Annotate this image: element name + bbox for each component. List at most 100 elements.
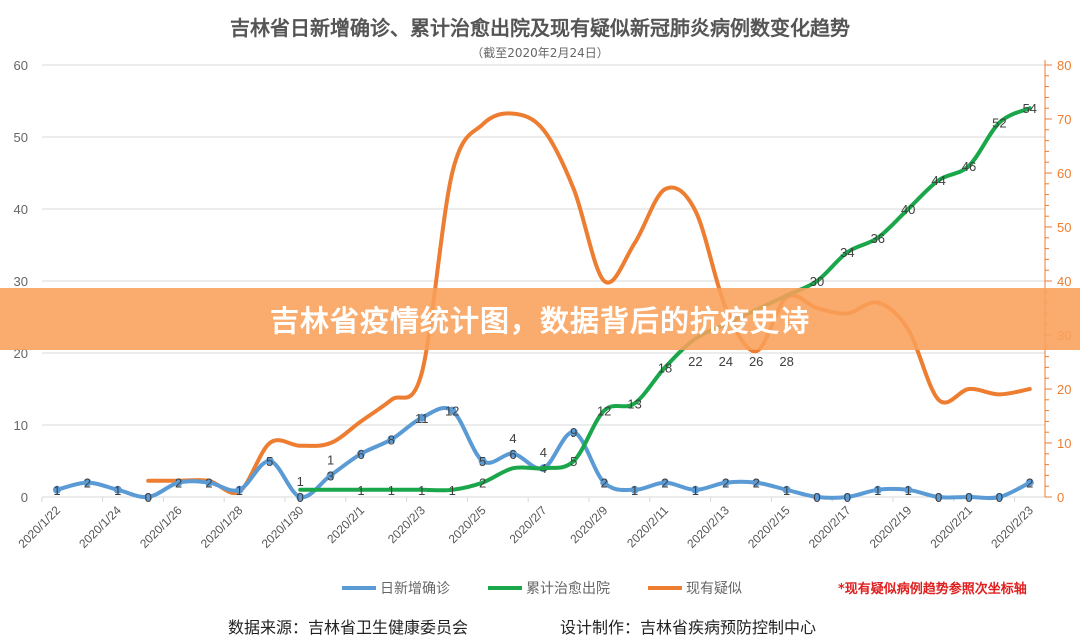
legend-swatch-blue bbox=[342, 586, 376, 590]
x-tick-label: 2020/1/30 bbox=[259, 503, 307, 551]
data-point bbox=[235, 485, 244, 494]
data-point bbox=[357, 449, 365, 458]
chart-title: 吉林省日新增确诊、累计治愈出院及现有疑似新冠肺炎病例数变化趋势 bbox=[230, 16, 850, 40]
data-label: 22 bbox=[688, 354, 702, 369]
data-point bbox=[813, 493, 821, 501]
legend-item-suspected: 现有疑似 bbox=[648, 578, 742, 598]
x-tick-label: 2020/2/11 bbox=[624, 503, 671, 550]
data-label: 1 bbox=[297, 474, 304, 489]
data-label: 44 bbox=[931, 173, 945, 188]
x-tick-label: 2020/1/26 bbox=[137, 503, 185, 551]
legend-swatch-green bbox=[488, 586, 522, 590]
x-tick-label: 2020/1/22 bbox=[15, 503, 63, 551]
data-label: 1 bbox=[236, 483, 243, 498]
data-label: 0 bbox=[996, 490, 1003, 505]
y-right-tick-label: 10 bbox=[1057, 436, 1071, 451]
data-label: 52 bbox=[992, 116, 1006, 131]
data-label: 1 bbox=[905, 483, 912, 498]
data-point bbox=[478, 457, 487, 465]
data-label: 2 bbox=[175, 476, 182, 491]
legend-swatch-orange bbox=[648, 586, 682, 590]
y-left-tick-label: 50 bbox=[14, 130, 28, 145]
data-point bbox=[721, 478, 730, 487]
chart-area: 0102030405060010203040506070802020/1/222… bbox=[14, 58, 1072, 551]
y-right-tick-label: 40 bbox=[1057, 274, 1071, 289]
data-label: 34 bbox=[840, 245, 854, 260]
data-label: 24 bbox=[719, 354, 733, 369]
x-tick-label: 2020/2/9 bbox=[567, 503, 610, 546]
axis-note: *现有疑似病例趋势参照次坐标轴 bbox=[838, 582, 1027, 597]
data-label: 5 bbox=[479, 454, 486, 469]
data-label: 11 bbox=[415, 411, 429, 426]
y-left-tick-label: 0 bbox=[21, 490, 28, 505]
y-left-tick-label: 40 bbox=[14, 202, 28, 217]
data-label: 36 bbox=[871, 231, 885, 246]
data-point bbox=[843, 493, 852, 501]
data-point bbox=[782, 485, 791, 494]
data-point bbox=[448, 406, 457, 415]
data-label: 13 bbox=[627, 396, 641, 411]
data-label: 1 bbox=[53, 483, 60, 498]
data-label: 12 bbox=[445, 404, 459, 419]
x-tick-label: 2020/2/15 bbox=[745, 503, 793, 551]
data-label: 2 bbox=[205, 476, 212, 491]
data-point bbox=[205, 478, 213, 487]
y-right-tick-label: 50 bbox=[1057, 220, 1071, 235]
y-right-tick-label: 80 bbox=[1057, 58, 1071, 73]
data-point bbox=[752, 478, 761, 487]
x-tick-label: 2020/2/3 bbox=[385, 503, 428, 546]
data-label: 18 bbox=[658, 360, 672, 375]
x-tick-label: 2020/1/28 bbox=[198, 503, 246, 551]
data-point bbox=[569, 428, 578, 437]
x-tick-label: 2020/2/5 bbox=[446, 503, 489, 546]
data-point bbox=[265, 457, 274, 465]
data-point bbox=[174, 478, 183, 487]
data-label: 1 bbox=[631, 483, 638, 498]
data-label: 6 bbox=[357, 447, 364, 462]
data-label: 0 bbox=[145, 490, 152, 505]
legend-label: 现有疑似 bbox=[686, 581, 742, 597]
data-point bbox=[144, 493, 153, 501]
data-label: 5 bbox=[570, 454, 577, 469]
data-label: 1 bbox=[388, 483, 395, 498]
legend-label: 日新增确诊 bbox=[380, 581, 450, 597]
x-tick-label: 2020/2/21 bbox=[927, 503, 975, 551]
legend-item-cured: 累计治愈出院 bbox=[488, 578, 610, 598]
data-label: 2 bbox=[661, 476, 668, 491]
data-point bbox=[417, 413, 426, 422]
data-point bbox=[661, 478, 669, 487]
data-label: 12 bbox=[597, 404, 611, 419]
series-line-1 bbox=[298, 106, 1032, 493]
data-label: 2 bbox=[1026, 476, 1033, 491]
y-right-tick-label: 60 bbox=[1057, 166, 1071, 181]
x-tick-label: 2020/2/19 bbox=[867, 503, 915, 551]
data-label: 40 bbox=[901, 202, 915, 217]
data-point bbox=[995, 493, 1004, 501]
data-point bbox=[1025, 478, 1034, 487]
chart-subtitle: （截至2020年2月24日） bbox=[471, 46, 609, 60]
data-label: 0 bbox=[935, 490, 942, 505]
data-label: 2 bbox=[601, 476, 608, 491]
data-point bbox=[965, 493, 973, 501]
data-label: 1 bbox=[874, 483, 881, 498]
data-label: 2 bbox=[753, 476, 760, 491]
data-label: 26 bbox=[749, 354, 763, 369]
x-tick-label: 2020/2/1 bbox=[324, 503, 367, 546]
data-label: 1 bbox=[692, 483, 699, 498]
data-label: 2 bbox=[479, 476, 486, 491]
overlay-banner: 吉林省疫情统计图，数据背后的抗疫史诗 bbox=[0, 288, 1080, 350]
legend-label: 累计治愈出院 bbox=[526, 581, 610, 597]
data-label: 1 bbox=[327, 452, 334, 467]
data-label: 1 bbox=[449, 483, 456, 498]
data-label: 4 bbox=[509, 431, 516, 446]
data-point bbox=[691, 485, 700, 494]
data-label: 6 bbox=[509, 447, 516, 462]
data-label: 5 bbox=[266, 454, 273, 469]
data-label: 3 bbox=[327, 468, 334, 483]
data-label: 4 bbox=[540, 445, 547, 460]
data-point bbox=[387, 435, 396, 444]
y-right-tick-label: 70 bbox=[1057, 112, 1071, 127]
banner-text: 吉林省疫情统计图，数据背后的抗疫史诗 bbox=[269, 304, 810, 338]
data-point bbox=[934, 493, 943, 501]
data-label: 54 bbox=[1023, 101, 1037, 116]
